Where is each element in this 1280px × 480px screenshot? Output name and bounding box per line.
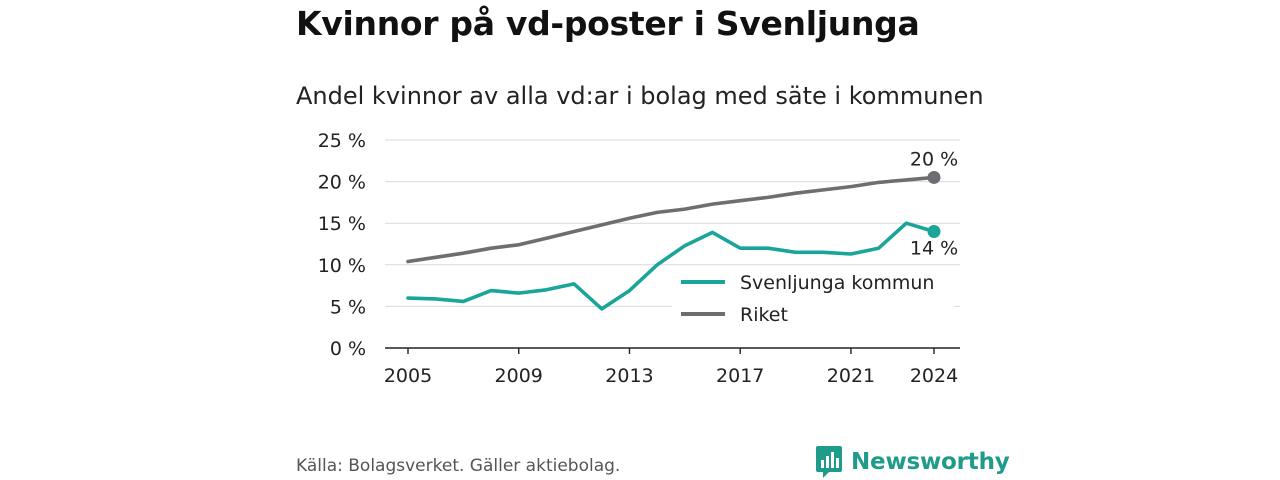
x-tick-label: 2013: [605, 365, 653, 387]
chart-subtitle: Andel kvinnor av alla vd:ar i bolag med …: [296, 82, 984, 110]
x-tick-label: 2021: [827, 365, 875, 387]
y-tick-label: 0 %: [330, 338, 366, 360]
end-point-riket: [927, 170, 941, 184]
end-label-svenljunga: 14 %: [910, 238, 958, 260]
chart-title: Kvinnor på vd-poster i Svenljunga: [296, 4, 920, 43]
brand: Newsworthy: [815, 445, 1010, 479]
end-label-riket: 20 %: [910, 148, 958, 170]
y-tick-label: 25 %: [318, 130, 366, 152]
y-tick-label: 10 %: [318, 255, 366, 277]
series-line-riket: [406, 175, 936, 264]
x-tick-label: 2017: [716, 365, 764, 387]
x-tick-label: 2024: [910, 365, 958, 387]
x-tick-label: 2005: [384, 365, 432, 387]
y-tick-label: 5 %: [330, 296, 366, 318]
y-tick-label: 20 %: [318, 172, 366, 194]
end-point-svenljunga-kommun: [927, 225, 941, 239]
y-tick-label: 15 %: [318, 213, 366, 235]
newsworthy-logo-icon: [816, 446, 842, 478]
x-tick-label: 2009: [495, 365, 543, 387]
source-note: Källa: Bolagsverket. Gäller aktiebolag.: [296, 456, 621, 476]
legend-label: Svenljunga kommun: [740, 272, 934, 294]
series-line-svenljunga-kommun: [406, 221, 936, 311]
legend-background: [672, 266, 954, 332]
brand-name: Newsworthy: [851, 449, 1010, 475]
legend-label: Riket: [740, 304, 788, 326]
